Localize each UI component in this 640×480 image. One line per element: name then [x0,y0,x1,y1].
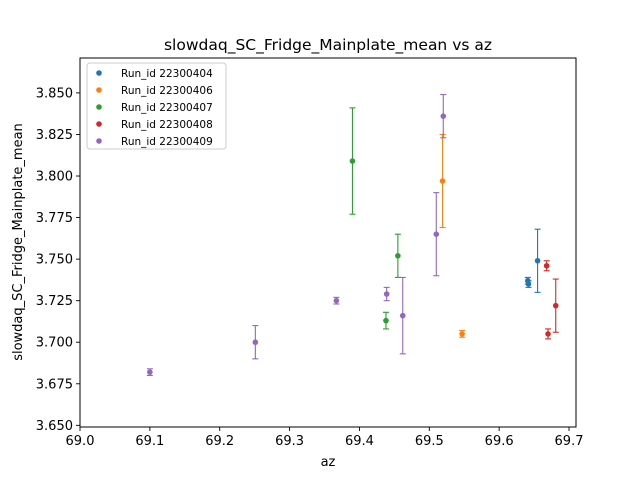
legend-marker [96,87,102,93]
x-tick-label: 69.6 [485,434,514,449]
data-point [552,302,559,309]
data-point [395,252,401,259]
x-tick-label: 69.3 [275,434,304,449]
y-tick-label: 3.825 [36,128,73,143]
series-5 [146,94,447,377]
x-tick-label: 69.5 [415,434,444,449]
data-point [252,339,259,346]
data-point [147,369,153,375]
data-point [459,331,465,337]
data-point [543,262,550,269]
data-point [383,291,390,297]
legend-label: Run_id 22300409 [121,136,213,148]
y-tick-label: 3.725 [36,294,73,309]
data-point [545,331,551,337]
legend-label: Run_id 22300407 [121,102,213,114]
y-tick-label: 3.850 [36,86,73,101]
legend-label: Run_id 22300408 [121,119,213,131]
x-tick-label: 69.4 [345,434,374,449]
legend-marker [96,70,102,76]
legend-marker [96,104,102,110]
x-tick-label: 69.7 [555,434,584,449]
series-2 [439,133,466,338]
data-point [399,312,406,319]
data-point [433,231,440,237]
y-tick-label: 3.650 [36,419,73,434]
series-3 [349,107,401,330]
plot-area [146,94,559,377]
data-point [333,297,340,304]
x-tick-label: 69.0 [66,434,95,449]
data-point [349,158,356,164]
data-point [534,257,541,264]
chart-title: slowdaq_SC_Fridge_Mainplate_mean vs az [164,36,492,55]
legend-label: Run_id 22300406 [121,85,213,97]
x-axis-label: az [321,455,336,470]
y-axis: 3.650 3.675 3.700 3.725 3.750 3.775 3.800 3.825… [36,86,80,434]
data-point [440,113,447,119]
series-4 [543,260,559,340]
y-tick-label: 3.675 [36,377,73,392]
y-tick-label: 3.700 [36,336,73,351]
data-point [439,178,446,184]
x-axis: 69.0 69.1 69.2 69.3 69.4 69.5 69.6 69.7 [66,427,584,449]
data-point [525,281,532,287]
series-1 [524,228,541,293]
y-tick-label: 3.750 [36,253,73,268]
legend-marker [96,121,102,127]
legend-box [86,62,227,150]
x-tick-label: 69.1 [135,434,164,449]
y-axis-label: slowdaq_SC_Fridge_Mainplate_mean [11,123,26,361]
data-point [383,317,389,324]
y-tick-label: 3.775 [36,211,73,226]
plot-frame [79,57,577,428]
y-tick-label: 3.800 [36,170,73,185]
legend-label: Run_id 22300404 [121,68,213,80]
x-tick-label: 69.2 [205,434,234,449]
legend-marker [96,138,102,144]
legend: Run_id 22300404 Run_id 22300406 Run_id 223… [86,62,227,150]
